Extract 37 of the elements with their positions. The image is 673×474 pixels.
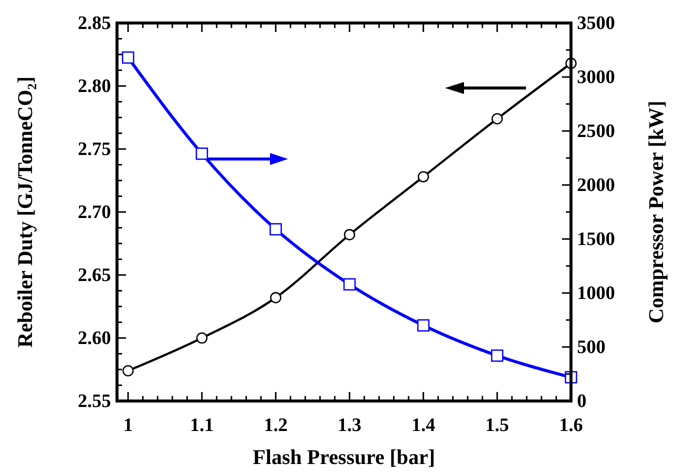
point bbox=[122, 51, 134, 64]
point bbox=[196, 332, 208, 344]
x-tick-label: 1 bbox=[123, 415, 133, 436]
y-tick-label: 2.65 bbox=[78, 265, 111, 286]
y2-tick-label: 1000 bbox=[577, 283, 615, 304]
x-tick-label: 1.1 bbox=[190, 415, 214, 436]
point bbox=[492, 113, 503, 124]
x-tick-label: 1.3 bbox=[338, 415, 362, 436]
y2-tick-label: 3500 bbox=[577, 13, 615, 34]
point bbox=[343, 278, 356, 291]
y2-tick-label: 2000 bbox=[577, 175, 615, 196]
point bbox=[270, 223, 282, 236]
y2-tick-label: 0 bbox=[577, 391, 586, 412]
y-axis-title: Reboiler Duty [GJ/TonneCO₂] bbox=[13, 76, 37, 348]
y2-tick-label: 1500 bbox=[577, 229, 615, 250]
x-axis-title: Flash Pressure [bar] bbox=[252, 445, 436, 469]
x-tick-label: 1.6 bbox=[559, 415, 583, 436]
x-tick-label: 1.2 bbox=[264, 415, 288, 436]
point bbox=[122, 365, 134, 376]
y-tick-label: 2.55 bbox=[78, 391, 111, 412]
y2-tick-label: 3000 bbox=[577, 67, 615, 88]
x-tick-label: 1.4 bbox=[411, 415, 436, 436]
y-tick-label: 2.85 bbox=[78, 13, 111, 34]
point bbox=[344, 229, 356, 240]
y-tick-label: 2.60 bbox=[78, 328, 111, 349]
y-tick-label: 2.70 bbox=[78, 202, 111, 223]
point bbox=[270, 292, 282, 304]
y-tick-label: 2.80 bbox=[78, 76, 111, 97]
x-tick-label: 1.5 bbox=[485, 415, 510, 436]
point bbox=[417, 319, 430, 332]
point bbox=[196, 148, 208, 160]
point bbox=[418, 171, 430, 182]
y2-tick-label: 2500 bbox=[577, 121, 615, 142]
y2-axis-title: Compressor Power [kW] bbox=[644, 100, 668, 324]
y-tick-label: 2.75 bbox=[78, 139, 111, 160]
y2-tick-label: 500 bbox=[577, 337, 606, 358]
point bbox=[491, 349, 504, 362]
